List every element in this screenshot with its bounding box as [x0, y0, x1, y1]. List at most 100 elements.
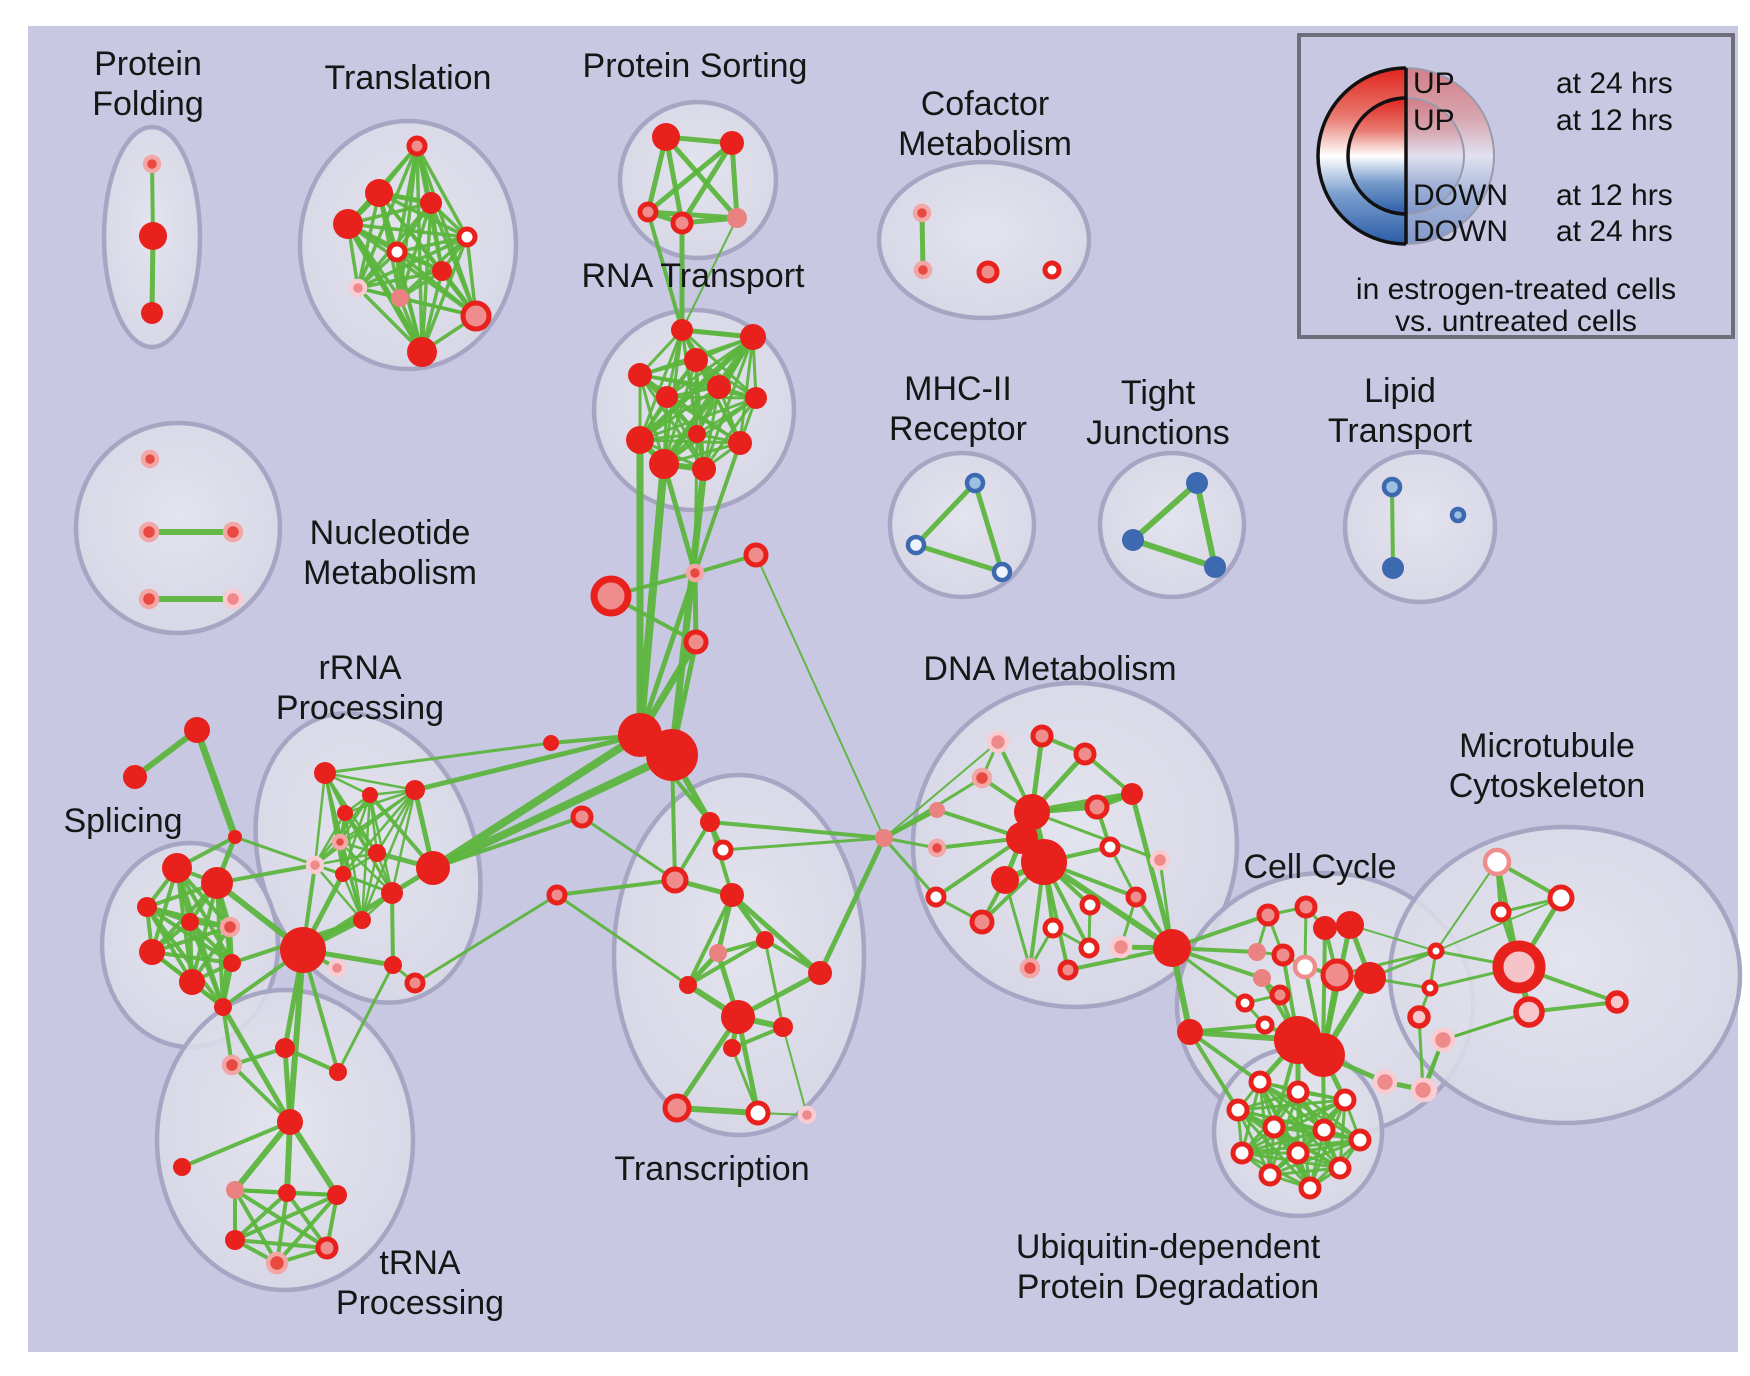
- cluster-label-transcription: Transcription: [614, 1150, 809, 1188]
- network-edge: [702, 396, 758, 471]
- network-node-rr11: [416, 851, 450, 885]
- network-node-t1: [406, 135, 428, 157]
- network-edge: [313, 811, 347, 867]
- network-node-tx8: [679, 976, 697, 994]
- network-edge: [679, 140, 735, 226]
- network-node-bm1: [875, 829, 893, 847]
- cluster-label-tight-junctions: Tight: [1121, 374, 1196, 412]
- network-node-u11: [1258, 1163, 1282, 1187]
- network-node-rr15: [327, 958, 347, 978]
- network-edge: [729, 892, 823, 976]
- network-edge: [1188, 1030, 1240, 1112]
- network-edge: [662, 396, 758, 466]
- network-edge: [913, 542, 1005, 575]
- network-edge: [412, 732, 643, 793]
- network-node-u6: [1312, 1118, 1336, 1142]
- network-edge: [681, 217, 738, 331]
- network-edge: [313, 851, 379, 867]
- network-edge: [220, 1004, 293, 1125]
- network-edge: [346, 222, 469, 239]
- network-node-u5: [1262, 1115, 1286, 1139]
- network-edge: [645, 140, 735, 215]
- network-edge: [395, 235, 469, 254]
- network-edge: [919, 210, 926, 273]
- legend-up-24-label: UP: [1413, 67, 1455, 100]
- network-node-r2: [740, 324, 766, 350]
- network-node-r12: [692, 457, 716, 481]
- network-node-c2: [913, 260, 933, 280]
- network-node-p2: [720, 131, 744, 155]
- network-node-mc2: [1547, 884, 1575, 912]
- network-edge: [275, 1193, 339, 1265]
- cluster-ellipse-tight-junctions: [1097, 450, 1247, 600]
- network-edge: [313, 771, 327, 867]
- network-edge: [175, 866, 234, 965]
- network-edge: [646, 210, 684, 332]
- network-node-dmA: [1014, 794, 1050, 830]
- network-node-dm10: [1099, 836, 1121, 858]
- network-edge: [215, 881, 225, 1009]
- network-node-t8: [348, 278, 368, 298]
- cluster-label-mhc-ii-receptor: MHC-II: [904, 370, 1012, 408]
- network-node-tx15: [797, 1105, 817, 1125]
- network-node-tx4: [720, 883, 744, 907]
- network-node-tn6: [173, 1158, 191, 1176]
- network-node-dm14: [969, 909, 995, 935]
- network-node-r10: [728, 431, 752, 455]
- network-node-t6: [386, 241, 408, 263]
- network-node-tx10: [721, 1000, 755, 1034]
- network-node-tx1: [700, 812, 720, 832]
- cluster-label-cofactor-metabolism: Cofactor: [921, 85, 1050, 123]
- legend-caption-line1: in estrogen-treated cells: [1355, 273, 1677, 306]
- legend-down-24-time: at 24 hrs: [1556, 215, 1673, 248]
- network-node-cc7: [1292, 954, 1318, 980]
- network-edge: [636, 460, 668, 739]
- network-edge: [638, 373, 706, 471]
- cluster-label-protein-folding: Protein: [94, 45, 202, 83]
- network-node-tn12: [265, 1251, 289, 1275]
- network-node-rr10: [353, 911, 371, 929]
- network-node-pf1: [142, 154, 162, 174]
- network-node-r4: [628, 363, 652, 387]
- network-edge: [415, 144, 469, 239]
- network-node-u4: [1226, 1098, 1250, 1122]
- network-node-cc11: [1269, 984, 1291, 1006]
- network-node-tx11: [773, 1017, 793, 1037]
- network-node-sp5: [219, 916, 241, 938]
- network-node-tg3: [228, 830, 242, 844]
- network-node-u12: [1298, 1176, 1322, 1200]
- network-edge: [360, 851, 379, 922]
- network-edge: [230, 1063, 292, 1124]
- network-node-mc1: [1482, 847, 1512, 877]
- network-node-p3: [637, 201, 659, 223]
- network-edge: [702, 335, 755, 471]
- network-node-m3: [991, 561, 1013, 583]
- network-node-p4: [670, 211, 694, 235]
- network-node-rr14: [404, 972, 426, 994]
- cluster-label-rrna-processing: Processing: [276, 689, 444, 727]
- network-node-mc6: [1421, 979, 1439, 997]
- network-edge: [665, 395, 758, 400]
- network-edge: [1435, 861, 1498, 952]
- cluster-label-lipid-transport: Lipid: [1364, 372, 1436, 410]
- network-edge: [1349, 924, 1437, 952]
- network-edge: [1194, 480, 1218, 570]
- network-edge: [663, 134, 685, 226]
- legend-down-12-time: at 12 hrs: [1556, 179, 1673, 212]
- network-edge: [665, 395, 706, 471]
- network-node-dm9: [927, 838, 947, 858]
- network-node-bx1: [546, 884, 568, 906]
- network-node-cc4: [1336, 911, 1364, 939]
- network-node-t11: [407, 337, 437, 367]
- network-node-mc8: [1513, 996, 1545, 1028]
- network-edge: [1435, 897, 1562, 952]
- network-edge: [429, 751, 676, 872]
- network-edge: [555, 878, 677, 897]
- network-node-tn5: [277, 1109, 303, 1135]
- cluster-label-ubiquitin-degradation: Ubiquitin-dependent: [1016, 1228, 1321, 1266]
- network-node-t10: [460, 300, 492, 332]
- network-edge: [323, 771, 417, 792]
- network-edge: [233, 1191, 289, 1242]
